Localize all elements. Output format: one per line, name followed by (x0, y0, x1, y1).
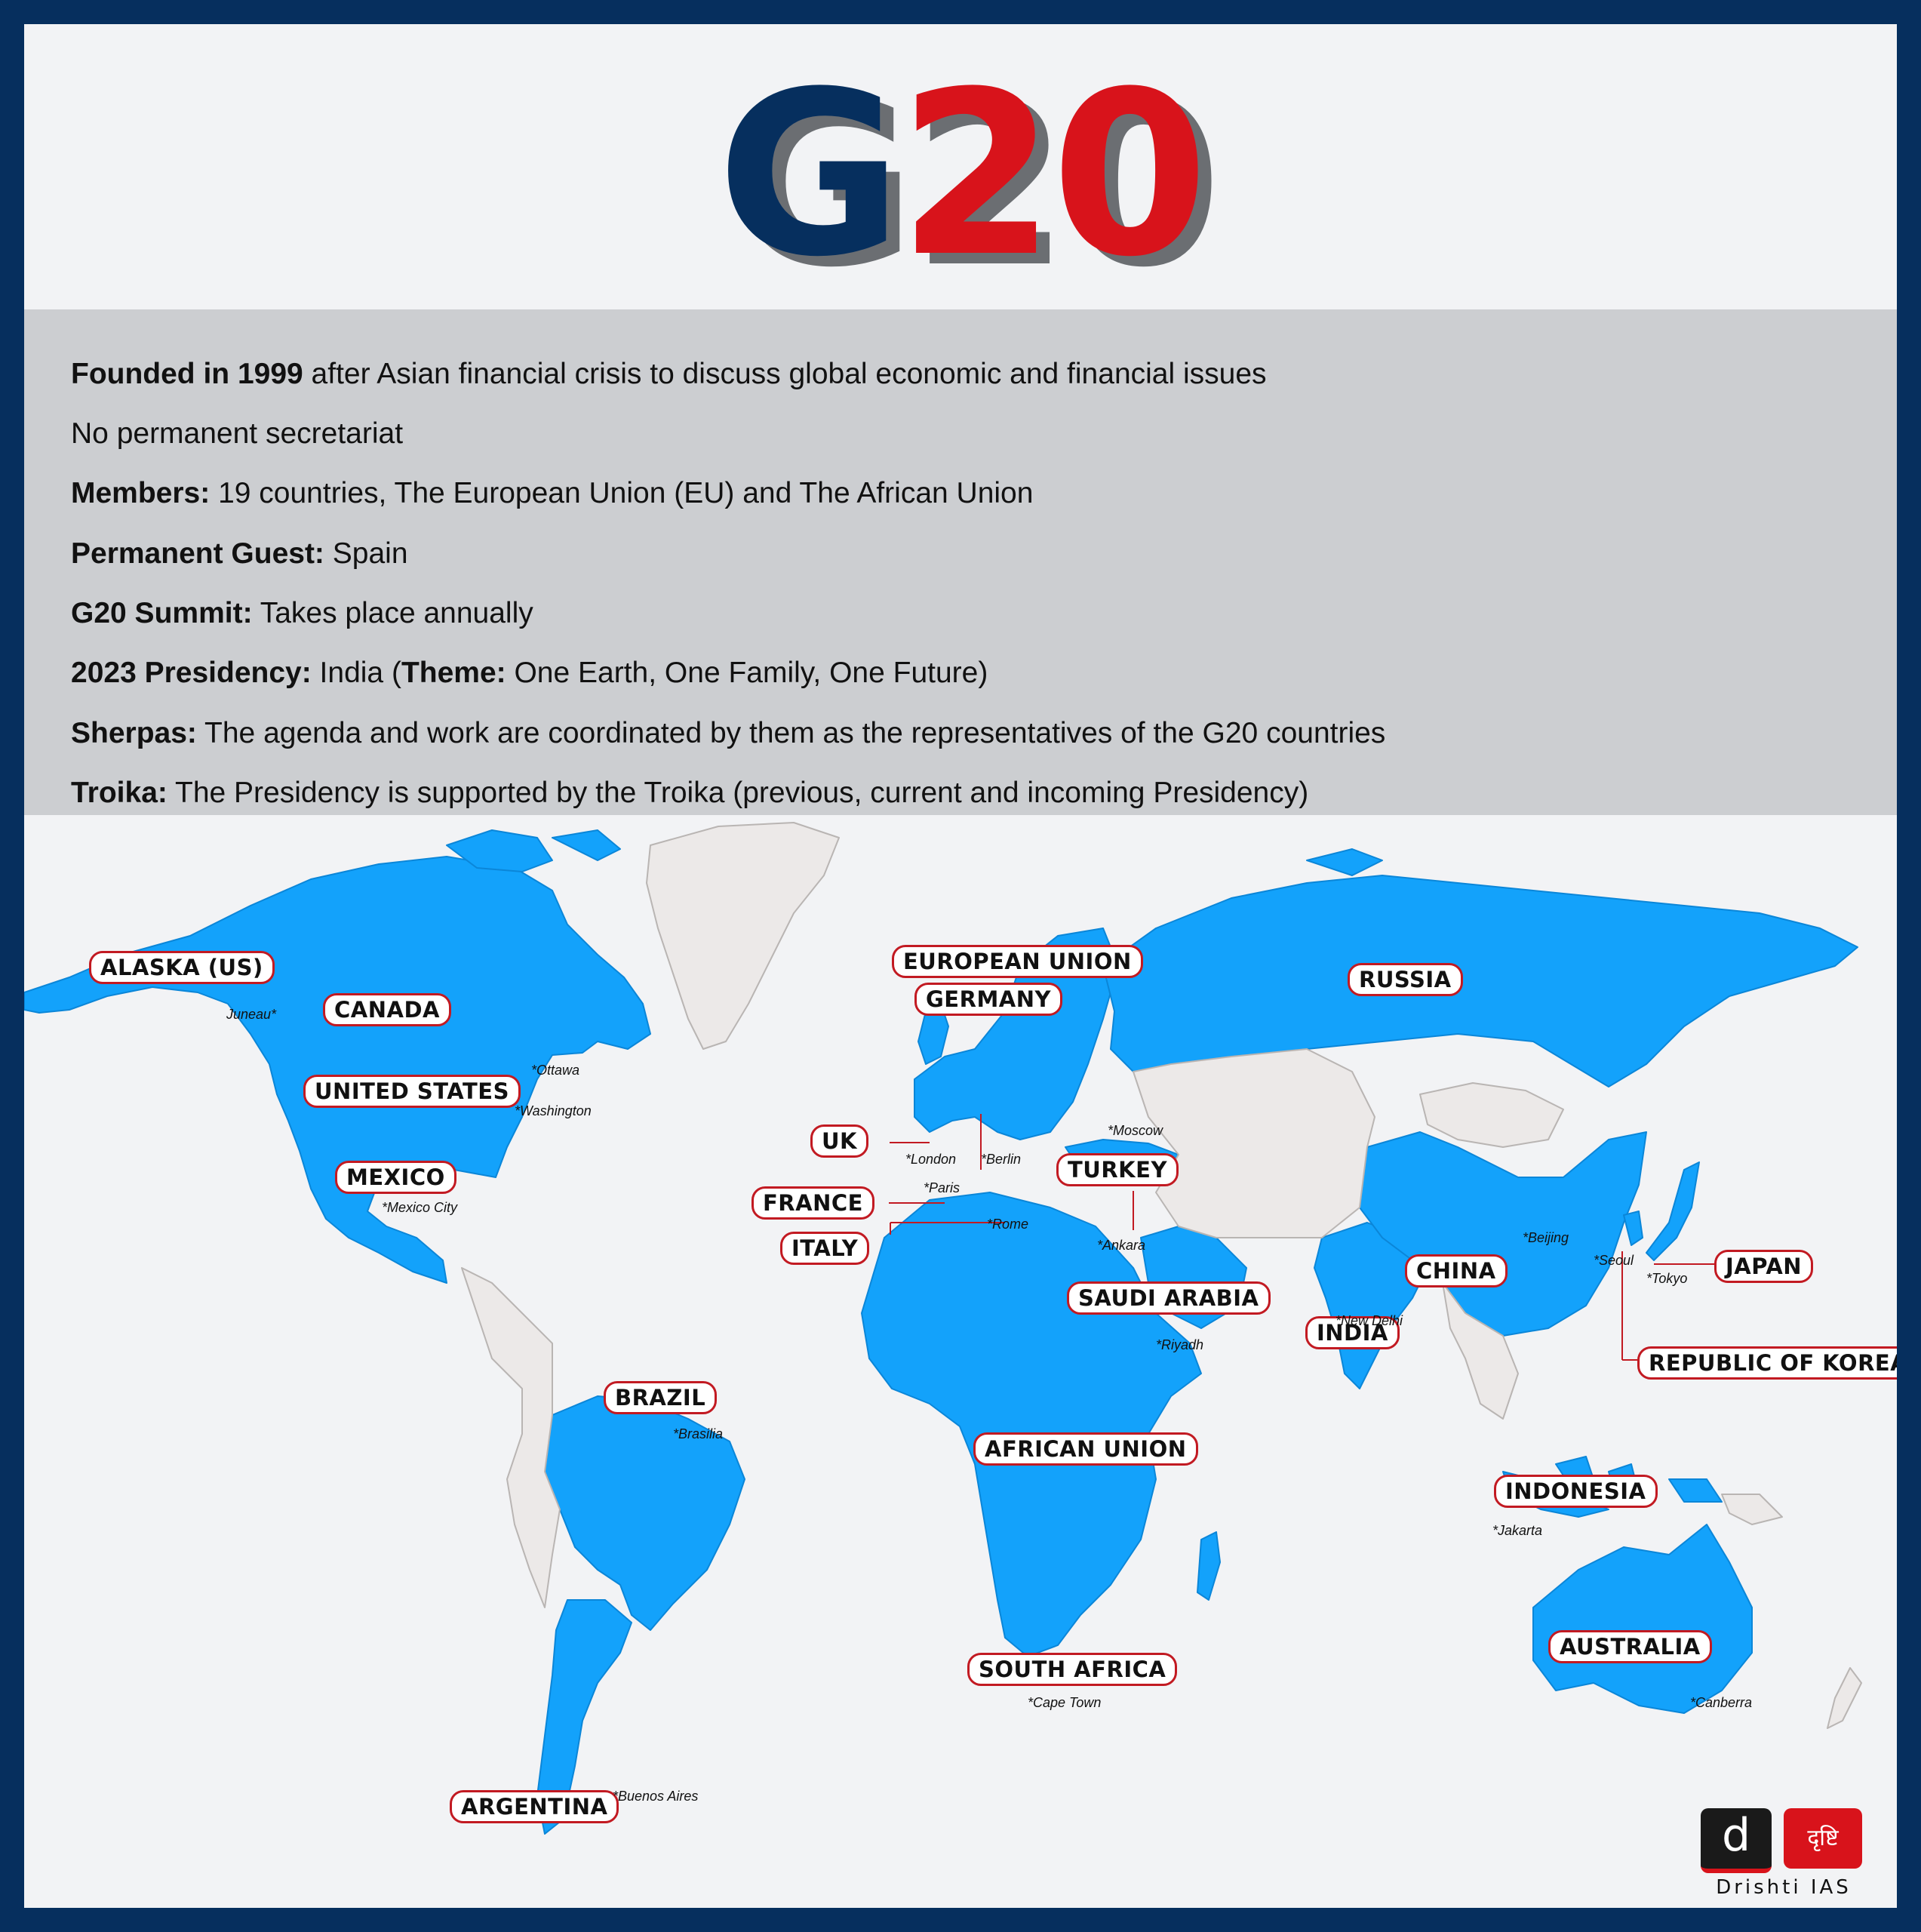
capital-rome: *Rome (987, 1217, 1029, 1232)
fact-troika: Troika: The Presidency is supported by t… (71, 777, 1309, 809)
infographic-frame: G20 Founded in 1999 after Asian financia… (24, 24, 1897, 1908)
label-argentina: ARGENTINA (450, 1790, 619, 1823)
fact-sherpas: Sherpas: The agenda and work are coordin… (71, 717, 1386, 749)
shape-russia (1102, 875, 1858, 1088)
logo-brand-name: Drishti IAS (1716, 1876, 1852, 1899)
label-france: FRANCE (751, 1186, 874, 1220)
shape-korea (1623, 1211, 1643, 1246)
shape-arctic-islands (446, 829, 1383, 876)
capital-new-delhi: *New Delhi (1335, 1313, 1403, 1328)
title-letter-g: G (717, 43, 902, 306)
fact-members: Members: 19 countries, The European Unio… (71, 477, 1034, 509)
label-republic-of-korea: REPUBLIC OF KOREA (1637, 1346, 1897, 1380)
shape-central-asia (1133, 1048, 1375, 1238)
label-european-union: EUROPEAN UNION (892, 945, 1143, 978)
label-indonesia: INDONESIA (1494, 1475, 1658, 1508)
label-brazil: BRAZIL (604, 1381, 718, 1414)
fact-founded: Founded in 1999 after Asian financial cr… (71, 358, 1267, 390)
shape-papua (1721, 1494, 1783, 1525)
shape-southeast-asia (1442, 1282, 1519, 1420)
label-canada: CANADA (323, 993, 451, 1026)
label-china: CHINA (1405, 1254, 1508, 1287)
fact-presidency: 2023 Presidency: India (Theme: One Earth… (71, 657, 988, 689)
capital-tokyo: *Tokyo (1646, 1271, 1688, 1286)
logo-hindi-mark: दृष्टि (1784, 1808, 1862, 1869)
page-title: G20 (24, 39, 1897, 311)
label-alaska: ALASKA (US) (89, 951, 275, 984)
label-russia: RUSSIA (1348, 963, 1463, 996)
capital-cape-town: *Cape Town (1028, 1695, 1102, 1710)
capital-seoul: *Seoul (1594, 1253, 1634, 1268)
label-italy: ITALY (780, 1232, 870, 1265)
shape-latin-america (461, 1267, 561, 1608)
shape-australia (1532, 1524, 1753, 1714)
capital-mexico-city: *Mexico City (382, 1200, 458, 1215)
fact-summit: G20 Summit: Takes place annually (71, 597, 533, 629)
label-mexico: MEXICO (335, 1161, 456, 1194)
capital-buenos-aires: *Buenos Aires (613, 1789, 699, 1804)
fact-secretariat: No permanent secretariat (71, 417, 404, 450)
title-number: 20 (898, 43, 1208, 306)
label-saudi-arabia: SAUDI ARABIA (1067, 1281, 1271, 1315)
capital-london: *London (905, 1152, 957, 1167)
capital-ankara: *Ankara (1097, 1238, 1146, 1253)
drishti-logo: d दृष्टि Drishti IAS (1701, 1808, 1874, 1902)
label-japan: JAPAN (1714, 1250, 1814, 1283)
capital-paris: *Paris (924, 1180, 960, 1195)
capital-beijing: *Beijing (1523, 1230, 1569, 1245)
shape-greenland (646, 822, 840, 1050)
capital-riyadh: *Riyadh (1156, 1337, 1204, 1352)
facts-panel: Founded in 1999 after Asian financial cr… (24, 309, 1897, 815)
capital-moscow: *Moscow (1108, 1123, 1163, 1138)
shape-mongolia (1419, 1082, 1564, 1148)
logo-d-mark: d (1701, 1808, 1772, 1873)
shape-new-zealand (1827, 1667, 1862, 1729)
label-germany: GERMANY (914, 983, 1063, 1016)
shape-japan (1646, 1161, 1700, 1261)
shape-madagascar (1197, 1531, 1221, 1601)
label-india: INDIA (1305, 1316, 1400, 1349)
world-map: ALASKA (US) CANADA UNITED STATES MEXICO … (24, 815, 1897, 1908)
capital-brasilia: *Brasilia (673, 1426, 724, 1441)
capital-ottawa: *Ottawa (531, 1063, 580, 1078)
capital-washington: *Washington (515, 1103, 592, 1118)
world-map-shapes (24, 822, 1862, 1835)
capital-canberra: *Canberra (1690, 1695, 1753, 1710)
label-australia: AUSTRALIA (1548, 1630, 1712, 1663)
capital-berlin: *Berlin (981, 1152, 1022, 1167)
fact-permanent-guest: Permanent Guest: Spain (71, 537, 408, 570)
label-uk: UK (810, 1124, 869, 1158)
capital-jakarta: *Jakarta (1492, 1523, 1543, 1538)
label-south-africa: SOUTH AFRICA (967, 1653, 1178, 1686)
label-african-union: AFRICAN UNION (973, 1432, 1198, 1466)
label-united-states: UNITED STATES (303, 1075, 521, 1108)
capital-juneau: Juneau* (226, 1007, 277, 1022)
label-turkey: TURKEY (1056, 1153, 1179, 1186)
